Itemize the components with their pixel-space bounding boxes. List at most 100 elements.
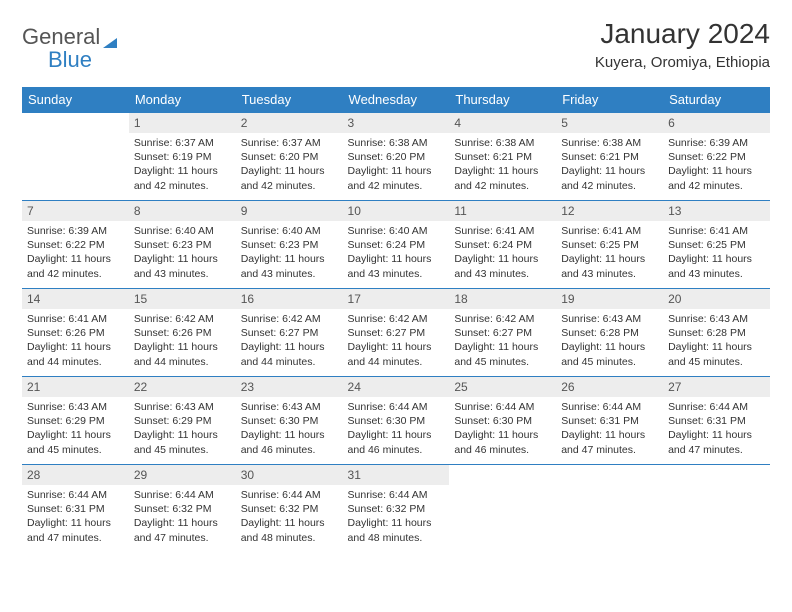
day-details: Sunrise: 6:44 AMSunset: 6:32 PMDaylight:… [343, 485, 450, 549]
sunset-text: Sunset: 6:24 PM [454, 238, 551, 252]
calendar-page: General January 2024 Kuyera, Oromiya, Et… [0, 0, 792, 571]
day-details: Sunrise: 6:40 AMSunset: 6:24 PMDaylight:… [343, 221, 450, 285]
daylight-text: Daylight: 11 hours and 45 minutes. [454, 340, 551, 368]
sunset-text: Sunset: 6:22 PM [668, 150, 765, 164]
day-number: 31 [343, 465, 450, 485]
day-number: 20 [663, 289, 770, 309]
day-number: 22 [129, 377, 236, 397]
sunrise-text: Sunrise: 6:40 AM [348, 224, 445, 238]
sunrise-text: Sunrise: 6:42 AM [348, 312, 445, 326]
calendar-day-cell: 23Sunrise: 6:43 AMSunset: 6:30 PMDayligh… [236, 377, 343, 465]
day-details: Sunrise: 6:39 AMSunset: 6:22 PMDaylight:… [22, 221, 129, 285]
daylight-text: Daylight: 11 hours and 43 minutes. [348, 252, 445, 280]
sunrise-text: Sunrise: 6:41 AM [454, 224, 551, 238]
sunset-text: Sunset: 6:24 PM [348, 238, 445, 252]
calendar-day-cell: 26Sunrise: 6:44 AMSunset: 6:31 PMDayligh… [556, 377, 663, 465]
sunset-text: Sunset: 6:27 PM [241, 326, 338, 340]
day-number: 7 [22, 201, 129, 221]
calendar-day-cell: 18Sunrise: 6:42 AMSunset: 6:27 PMDayligh… [449, 289, 556, 377]
day-number [22, 113, 129, 133]
sunrise-text: Sunrise: 6:42 AM [241, 312, 338, 326]
sunset-text: Sunset: 6:21 PM [561, 150, 658, 164]
sunset-text: Sunset: 6:28 PM [561, 326, 658, 340]
sunset-text: Sunset: 6:26 PM [27, 326, 124, 340]
day-number: 18 [449, 289, 556, 309]
sunset-text: Sunset: 6:23 PM [241, 238, 338, 252]
sunrise-text: Sunrise: 6:37 AM [241, 136, 338, 150]
calendar-day-cell: 14Sunrise: 6:41 AMSunset: 6:26 PMDayligh… [22, 289, 129, 377]
sunrise-text: Sunrise: 6:44 AM [454, 400, 551, 414]
weekday-header: Wednesday [343, 87, 450, 113]
calendar-day-cell: 10Sunrise: 6:40 AMSunset: 6:24 PMDayligh… [343, 201, 450, 289]
day-number: 24 [343, 377, 450, 397]
calendar-day-cell: 6Sunrise: 6:39 AMSunset: 6:22 PMDaylight… [663, 113, 770, 201]
daylight-text: Daylight: 11 hours and 44 minutes. [134, 340, 231, 368]
day-number: 6 [663, 113, 770, 133]
calendar-day-cell: 13Sunrise: 6:41 AMSunset: 6:25 PMDayligh… [663, 201, 770, 289]
day-details: Sunrise: 6:41 AMSunset: 6:26 PMDaylight:… [22, 309, 129, 373]
day-details: Sunrise: 6:42 AMSunset: 6:27 PMDaylight:… [449, 309, 556, 373]
logo-text-blue: Blue [22, 47, 92, 72]
sunset-text: Sunset: 6:32 PM [134, 502, 231, 516]
sunset-text: Sunset: 6:26 PM [134, 326, 231, 340]
day-details: Sunrise: 6:44 AMSunset: 6:30 PMDaylight:… [343, 397, 450, 461]
sunset-text: Sunset: 6:27 PM [348, 326, 445, 340]
day-number: 21 [22, 377, 129, 397]
sunrise-text: Sunrise: 6:41 AM [561, 224, 658, 238]
daylight-text: Daylight: 11 hours and 45 minutes. [134, 428, 231, 456]
sunset-text: Sunset: 6:22 PM [27, 238, 124, 252]
sunset-text: Sunset: 6:21 PM [454, 150, 551, 164]
sunrise-text: Sunrise: 6:41 AM [668, 224, 765, 238]
day-details: Sunrise: 6:37 AMSunset: 6:19 PMDaylight:… [129, 133, 236, 197]
sunset-text: Sunset: 6:32 PM [241, 502, 338, 516]
day-number: 14 [22, 289, 129, 309]
day-number: 1 [129, 113, 236, 133]
weekday-header: Tuesday [236, 87, 343, 113]
day-number: 10 [343, 201, 450, 221]
calendar-day-cell: 27Sunrise: 6:44 AMSunset: 6:31 PMDayligh… [663, 377, 770, 465]
daylight-text: Daylight: 11 hours and 45 minutes. [27, 428, 124, 456]
calendar-day-cell: 31Sunrise: 6:44 AMSunset: 6:32 PMDayligh… [343, 465, 450, 553]
sunrise-text: Sunrise: 6:43 AM [561, 312, 658, 326]
day-number: 29 [129, 465, 236, 485]
calendar-day-cell: 24Sunrise: 6:44 AMSunset: 6:30 PMDayligh… [343, 377, 450, 465]
sunrise-text: Sunrise: 6:43 AM [134, 400, 231, 414]
daylight-text: Daylight: 11 hours and 47 minutes. [668, 428, 765, 456]
day-details: Sunrise: 6:43 AMSunset: 6:28 PMDaylight:… [556, 309, 663, 373]
daylight-text: Daylight: 11 hours and 45 minutes. [561, 340, 658, 368]
day-details: Sunrise: 6:37 AMSunset: 6:20 PMDaylight:… [236, 133, 343, 197]
day-number: 13 [663, 201, 770, 221]
day-number: 15 [129, 289, 236, 309]
daylight-text: Daylight: 11 hours and 44 minutes. [27, 340, 124, 368]
sunset-text: Sunset: 6:32 PM [348, 502, 445, 516]
logo-triangle-icon [103, 30, 117, 44]
sunrise-text: Sunrise: 6:38 AM [348, 136, 445, 150]
day-details: Sunrise: 6:39 AMSunset: 6:22 PMDaylight:… [663, 133, 770, 197]
sunrise-text: Sunrise: 6:44 AM [241, 488, 338, 502]
day-number: 2 [236, 113, 343, 133]
daylight-text: Daylight: 11 hours and 42 minutes. [241, 164, 338, 192]
calendar-day-cell: 8Sunrise: 6:40 AMSunset: 6:23 PMDaylight… [129, 201, 236, 289]
calendar-day-cell [556, 465, 663, 553]
day-details: Sunrise: 6:38 AMSunset: 6:20 PMDaylight:… [343, 133, 450, 197]
calendar-day-cell [449, 465, 556, 553]
day-details: Sunrise: 6:42 AMSunset: 6:27 PMDaylight:… [236, 309, 343, 373]
day-number [556, 465, 663, 485]
sunset-text: Sunset: 6:25 PM [561, 238, 658, 252]
day-details: Sunrise: 6:44 AMSunset: 6:31 PMDaylight:… [556, 397, 663, 461]
calendar-day-cell: 7Sunrise: 6:39 AMSunset: 6:22 PMDaylight… [22, 201, 129, 289]
sunrise-text: Sunrise: 6:42 AM [454, 312, 551, 326]
daylight-text: Daylight: 11 hours and 48 minutes. [348, 516, 445, 544]
day-details: Sunrise: 6:44 AMSunset: 6:32 PMDaylight:… [129, 485, 236, 549]
weekday-header: Friday [556, 87, 663, 113]
weekday-row: SundayMondayTuesdayWednesdayThursdayFrid… [22, 87, 770, 113]
sunset-text: Sunset: 6:25 PM [668, 238, 765, 252]
daylight-text: Daylight: 11 hours and 46 minutes. [348, 428, 445, 456]
weekday-header: Sunday [22, 87, 129, 113]
calendar-week-row: 7Sunrise: 6:39 AMSunset: 6:22 PMDaylight… [22, 201, 770, 289]
calendar-week-row: 28Sunrise: 6:44 AMSunset: 6:31 PMDayligh… [22, 465, 770, 553]
calendar-day-cell [663, 465, 770, 553]
calendar-day-cell: 22Sunrise: 6:43 AMSunset: 6:29 PMDayligh… [129, 377, 236, 465]
sunset-text: Sunset: 6:31 PM [27, 502, 124, 516]
sunrise-text: Sunrise: 6:41 AM [27, 312, 124, 326]
